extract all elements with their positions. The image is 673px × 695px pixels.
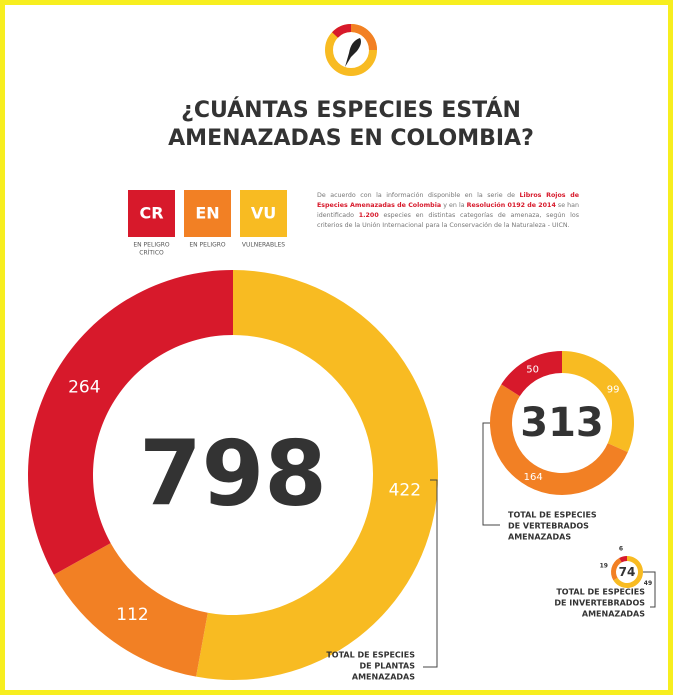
logo [325,24,377,76]
donut-segment [490,384,628,495]
legend-code: VU [251,204,276,223]
data-label: 112 [116,605,148,625]
legend-swatch [128,190,175,237]
description-part: De acuerdo con la información disponible… [317,192,520,199]
connector [423,479,438,668]
donut-segment [613,556,643,588]
chart-label: AMENAZADAS [352,673,415,682]
donut-segment [562,351,634,453]
legend-code: CR [139,204,163,223]
data-label: 49 [644,580,652,587]
data-label: 264 [68,378,100,398]
total: 74 [619,565,636,579]
donut-segment [53,543,208,677]
chart-label: TOTAL DE ESPECIES [326,651,415,660]
legend-label: EN PELIGRO [189,242,226,249]
description-part: especies en distintas categorías de amen… [317,212,580,229]
total: 313 [520,400,604,446]
canvas: ¿CUÁNTAS ESPECIES ESTÁN AMENAZADAS EN COL… [27,24,656,682]
donut-segment [196,270,438,680]
description-part: y en la [441,202,467,209]
donut-segment [619,556,627,563]
connector [643,571,656,608]
donut-segment [611,558,622,581]
data-label: 422 [389,481,421,501]
legend-swatch [240,190,287,237]
connector [482,422,500,526]
description-part: Libros Rojos de Especies Amenazadas de C… [317,192,579,209]
donut-segment [27,270,233,575]
chart-label: AMENAZADAS [508,533,571,542]
data-label: 164 [524,472,543,483]
data-label: 6 [619,545,623,552]
legend-label: VULNERABLES [242,242,285,249]
data-label: 99 [607,385,620,396]
title: AMENAZADAS EN COLOMBIA? [168,126,534,151]
total: 798 [139,421,327,526]
description: De acuerdo con la información disponible… [317,191,579,231]
legend-code: EN [195,204,219,223]
chart-label: TOTAL DE ESPECIES [508,511,597,520]
data-label: 50 [526,365,539,376]
description-part: Resolución 0192 de 2014 [466,202,556,209]
chart-label: TOTAL DE ESPECIES [556,588,645,597]
title: ¿CUÁNTAS ESPECIES ESTÁN [181,97,521,123]
legend-swatch [184,190,231,237]
legend-label: EN PELIGRO [133,242,170,249]
description-part: 1.200 [358,212,379,219]
chart-label: DE INVERTEBRADOS [554,599,645,608]
donut-segment [501,351,562,397]
legend-label: CRÍTICO [139,250,164,257]
chart-label: AMENAZADAS [582,610,645,619]
data-label: 19 [600,562,608,569]
description-part: se han identificado [317,202,579,219]
chart-label: DE PLANTAS [359,662,415,671]
chart-label: DE VERTEBRADOS [508,522,589,531]
